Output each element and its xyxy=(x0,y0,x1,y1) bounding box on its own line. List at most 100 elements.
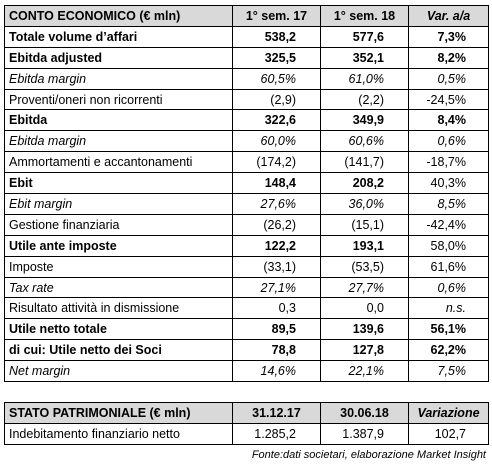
header-cell: Variazione xyxy=(408,402,489,424)
value-cell: 352,1 xyxy=(320,46,409,69)
table-row: di cui: Utile netto dei Soci 78,8 127,8 62,… xyxy=(4,339,489,362)
value-cell: 89,5 xyxy=(232,318,321,341)
value-cell: 148,4 xyxy=(232,172,321,195)
value-cell: 122,2 xyxy=(232,234,321,257)
value-cell: 60,6% xyxy=(320,130,409,153)
value-cell: (2,2) xyxy=(320,88,409,111)
label-cell: Ebitda margin xyxy=(4,67,233,90)
value-cell: 193,1 xyxy=(320,234,409,257)
value-cell: 60,5% xyxy=(232,67,321,90)
value-cell: (141,7) xyxy=(320,151,409,174)
value-cell: 349,9 xyxy=(320,109,409,132)
value-cell: 60,0% xyxy=(232,130,321,153)
header-cell: 30.06.18 xyxy=(320,402,409,424)
value-cell: 127,8 xyxy=(320,339,409,362)
table-row: Ebitda adjusted 325,5 352,1 8,2% xyxy=(4,46,489,69)
label-cell: Risultato attività in dismissione xyxy=(4,297,233,320)
label-cell: Ammortamenti e accantonamenti xyxy=(4,151,233,174)
table-row: Utile ante imposte 122,2 193,1 58,0% xyxy=(4,234,489,257)
label-cell: Ebitda margin xyxy=(4,130,233,153)
value-cell: (174,2) xyxy=(232,151,321,174)
value-cell: 0,3 xyxy=(232,297,321,320)
label-cell: Indebitamento finanziario netto xyxy=(4,423,233,445)
footnote: Fonte:dati societari, elaborazione Marke… xyxy=(251,449,486,461)
table-row: Ebitda margin 60,0% 60,6% 0,6% xyxy=(4,130,489,153)
value-cell: (33,1) xyxy=(232,255,321,278)
label-cell: Tax rate xyxy=(4,276,233,299)
value-cell: 322,6 xyxy=(232,109,321,132)
header-row: STATO PATRIMONIALE (€ mln) 31.12.17 30.06.… xyxy=(4,402,489,424)
table-row: Indebitamento finanziario netto 1.285,2 1.… xyxy=(4,423,489,445)
value-cell: 78,8 xyxy=(232,339,321,362)
label-cell: Totale volume d’affari xyxy=(4,25,233,48)
value-cell: 27,6% xyxy=(232,193,321,215)
value-cell: 27,1% xyxy=(232,276,321,299)
value-cell: 36,0% xyxy=(320,193,409,215)
label-cell: Proventi/oneri non ricorrenti xyxy=(4,88,233,111)
value-cell: 1.387,9 xyxy=(320,423,409,445)
value-cell: 538,2 xyxy=(232,25,321,48)
table-row: Proventi/oneri non ricorrenti (2,9) (2,2) -… xyxy=(4,88,489,111)
table-row: Ebitda 322,6 349,9 8,4% xyxy=(4,109,489,132)
table-row: Ebit margin 27,6% 36,0% 8,5% xyxy=(4,193,489,215)
table-row: Gestione finanziaria (26,2) (15,1) -42,4% xyxy=(4,213,489,236)
value-cell: 22,1% xyxy=(320,360,409,383)
value-cell: 577,6 xyxy=(320,25,409,48)
table-row: Imposte (33,1) (53,5) 61,6% xyxy=(4,255,489,278)
value-cell: -18,7% xyxy=(408,151,489,174)
header-cell: STATO PATRIMONIALE (€ mln) xyxy=(4,402,233,424)
value-cell: 139,6 xyxy=(320,318,409,341)
value-cell: 8,4% xyxy=(408,109,489,132)
value-cell: 325,5 xyxy=(232,46,321,69)
label-cell: Net margin xyxy=(4,360,233,383)
label-cell: Ebit margin xyxy=(4,193,233,215)
table-row: Tax rate 27,1% 27,7% 0,6% xyxy=(4,276,489,299)
label-cell: Ebitda adjusted xyxy=(4,46,233,69)
header-cell: 31.12.17 xyxy=(232,402,321,424)
value-cell: 7,3% xyxy=(408,25,489,48)
label-cell: Utile netto totale xyxy=(4,318,233,341)
value-cell: 0,6% xyxy=(408,130,489,153)
value-cell: 40,3% xyxy=(408,172,489,195)
header-cell: 1° sem. 18 xyxy=(320,5,409,27)
table-row: Ebit 148,4 208,2 40,3% xyxy=(4,172,489,195)
header-cell: CONTO ECONOMICO (€ mln) xyxy=(4,5,233,27)
value-cell: (26,2) xyxy=(232,213,321,236)
value-cell: (53,5) xyxy=(320,255,409,278)
header-cell: Var. a/a xyxy=(408,5,489,27)
value-cell: n.s. xyxy=(408,297,489,320)
value-cell: 102,7 xyxy=(408,423,489,445)
value-cell: 62,2% xyxy=(408,339,489,362)
value-cell: -24,5% xyxy=(408,88,489,111)
table-row: Totale volume d’affari 538,2 577,6 7,3% xyxy=(4,25,489,48)
value-cell: 8,2% xyxy=(408,46,489,69)
value-cell: 0,5% xyxy=(408,67,489,90)
balance-table: STATO PATRIMONIALE (€ mln) 31.12.17 30.06.… xyxy=(4,402,489,445)
value-cell: 61,0% xyxy=(320,67,409,90)
label-cell: Utile ante imposte xyxy=(4,234,233,257)
table-row: Ammortamenti e accantonamenti (174,2) (141… xyxy=(4,151,489,174)
value-cell: 208,2 xyxy=(320,172,409,195)
value-cell: 8,5% xyxy=(408,193,489,215)
label-cell: Imposte xyxy=(4,255,233,278)
income-table: CONTO ECONOMICO (€ mln) 1° sem. 17 1° sem.… xyxy=(4,5,489,383)
label-cell: di cui: Utile netto dei Soci xyxy=(4,339,233,362)
table-row: Ebitda margin 60,5% 61,0% 0,5% xyxy=(4,67,489,90)
label-cell: Gestione finanziaria xyxy=(4,213,233,236)
label-cell: Ebit xyxy=(4,172,233,195)
value-cell: 1.285,2 xyxy=(232,423,321,445)
value-cell: 0,0 xyxy=(320,297,409,320)
value-cell: 7,5% xyxy=(408,360,489,383)
value-cell: -42,4% xyxy=(408,213,489,236)
value-cell: 56,1% xyxy=(408,318,489,341)
value-cell: (15,1) xyxy=(320,213,409,236)
value-cell: 61,6% xyxy=(408,255,489,278)
value-cell: 27,7% xyxy=(320,276,409,299)
header-row: CONTO ECONOMICO (€ mln) 1° sem. 17 1° sem.… xyxy=(4,5,489,27)
value-cell: 14,6% xyxy=(232,360,321,383)
table-row: Net margin 14,6% 22,1% 7,5% xyxy=(4,360,489,383)
value-cell: 58,0% xyxy=(408,234,489,257)
value-cell: 0,6% xyxy=(408,276,489,299)
value-cell: (2,9) xyxy=(232,88,321,111)
